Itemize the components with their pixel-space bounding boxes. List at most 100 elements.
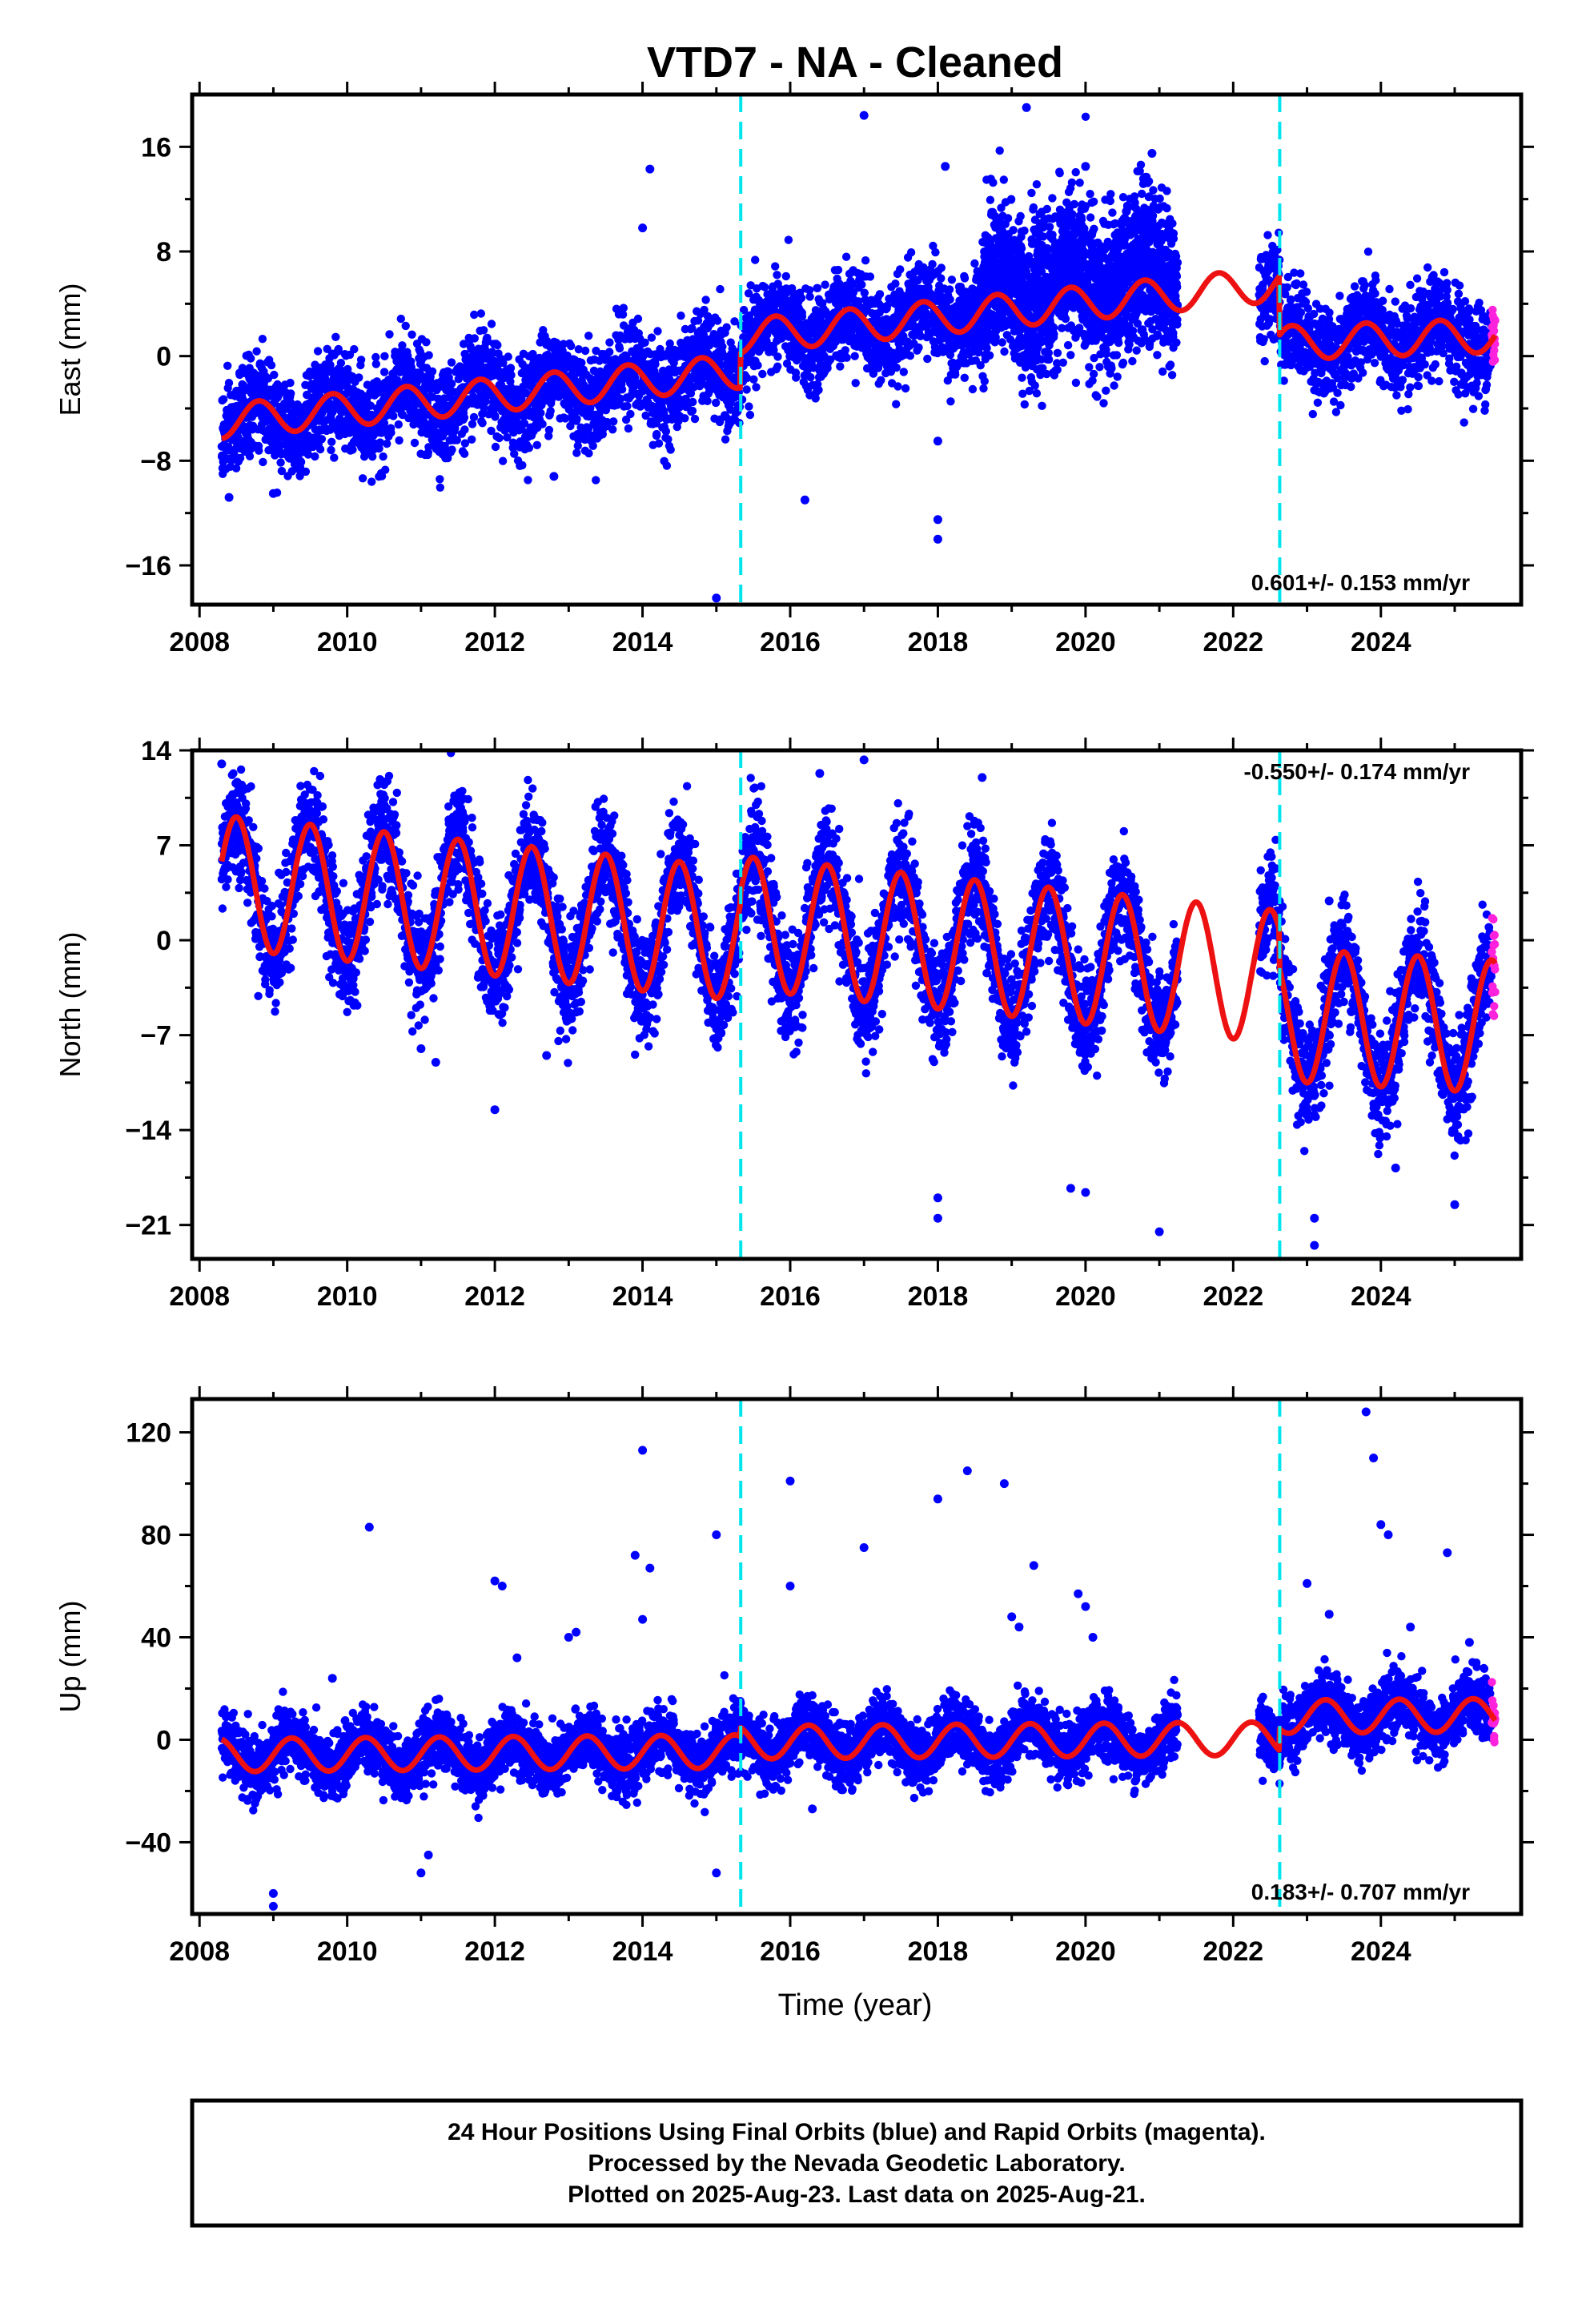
final-point: [945, 285, 954, 294]
final-point: [387, 428, 396, 437]
final-point: [821, 280, 829, 289]
final-point: [444, 367, 453, 376]
final-point: [481, 397, 490, 406]
final-point: [536, 408, 545, 417]
final-point: [389, 412, 398, 420]
final-point: [666, 445, 675, 454]
final-point: [865, 272, 875, 281]
final-point: [295, 472, 304, 480]
final-point: [1000, 347, 1009, 356]
final-point: [781, 271, 790, 281]
final-point: [287, 467, 296, 476]
final-point: [375, 438, 384, 447]
final-point: [572, 448, 581, 457]
final-point: [394, 420, 403, 429]
final-point: [358, 474, 367, 483]
final-point: [661, 427, 671, 436]
final-point: [223, 361, 232, 370]
final-point: [355, 373, 363, 382]
final-point: [745, 410, 755, 420]
final-point: [814, 385, 823, 395]
final-point: [923, 354, 932, 364]
final-point: [452, 436, 461, 444]
final-point: [1042, 204, 1052, 214]
final-point: [654, 439, 664, 448]
final-point: [538, 420, 547, 428]
final-point: [970, 259, 979, 268]
final-point: [1016, 211, 1025, 221]
final-point: [760, 283, 769, 292]
final-point: [274, 390, 283, 400]
final-point: [363, 380, 372, 389]
final-point: [1068, 210, 1077, 219]
final-point: [797, 312, 807, 321]
final-point: [906, 248, 916, 257]
final-point: [1027, 188, 1036, 198]
final-point: [460, 425, 469, 434]
final-point: [1067, 178, 1077, 187]
final-point: [377, 472, 387, 480]
final-point: [478, 419, 487, 428]
final-point: [713, 316, 722, 325]
final-point: [476, 309, 485, 318]
final-point: [467, 344, 476, 354]
final-point: [1055, 169, 1064, 178]
final-point: [287, 389, 295, 398]
final-point: [841, 252, 851, 261]
final-point: [495, 433, 504, 443]
final-point: [501, 424, 511, 434]
final-point: [436, 483, 444, 492]
final-point: [758, 369, 767, 379]
final-point: [499, 358, 508, 368]
final-point: [245, 452, 255, 460]
final-point: [1044, 355, 1054, 364]
final-point: [408, 330, 416, 339]
final-point: [270, 370, 279, 380]
final-point: [1018, 373, 1026, 382]
final-point: [842, 353, 851, 362]
final-point: [937, 263, 946, 272]
final-point: [1086, 190, 1094, 199]
final-point: [315, 444, 325, 454]
final-point: [947, 275, 957, 284]
final-point: [379, 452, 387, 461]
final-point: [653, 327, 662, 336]
final-point: [1063, 340, 1073, 350]
final-point: [317, 435, 327, 444]
final-point: [436, 475, 444, 484]
final-point: [470, 334, 479, 343]
final-point: [701, 296, 710, 304]
final-point: [805, 292, 814, 301]
final-point: [584, 332, 593, 340]
final-point: [892, 400, 901, 408]
final-point: [255, 446, 263, 455]
final-point: [1086, 213, 1095, 222]
final-point: [518, 460, 527, 470]
final-point: [605, 348, 614, 356]
final-point: [891, 279, 900, 288]
final-point: [380, 352, 389, 360]
final-point: [773, 271, 781, 279]
final-point: [484, 337, 492, 346]
final-point: [1090, 224, 1098, 233]
final-point: [584, 448, 593, 458]
final-point: [609, 417, 618, 426]
east-panel: 2008 2010 2012 2014 2016 2018 2020 2022 2024−16−…: [54, 82, 1534, 657]
final-point: [1053, 365, 1062, 374]
final-point: [487, 426, 496, 436]
final-point: [689, 397, 697, 407]
final-point: [371, 360, 380, 368]
final-point: [721, 435, 730, 444]
final-point: [951, 370, 960, 379]
chart-title: VTD7 - NA - Cleaned: [647, 38, 1063, 86]
final-point: [771, 262, 780, 271]
final-point: [468, 420, 477, 428]
final-point: [742, 385, 751, 394]
final-point: [301, 467, 311, 476]
final-point: [850, 352, 859, 360]
final-point: [998, 338, 1007, 347]
final-point: [406, 375, 415, 384]
final-point: [468, 435, 476, 444]
final-point: [1070, 199, 1079, 209]
final-point: [368, 452, 377, 461]
